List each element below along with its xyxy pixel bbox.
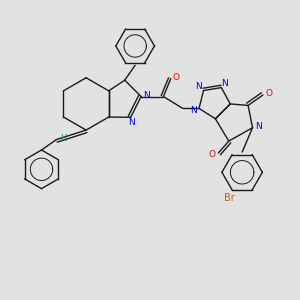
Text: N: N <box>195 82 202 91</box>
Text: N: N <box>221 79 228 88</box>
Text: O: O <box>173 73 180 82</box>
Text: N: N <box>190 106 197 115</box>
Text: Br: Br <box>224 193 234 203</box>
Text: O: O <box>209 150 216 159</box>
Text: N: N <box>128 118 135 127</box>
Text: N: N <box>143 91 150 100</box>
Text: H: H <box>60 134 66 142</box>
Text: O: O <box>266 89 272 98</box>
Text: N: N <box>255 122 262 131</box>
